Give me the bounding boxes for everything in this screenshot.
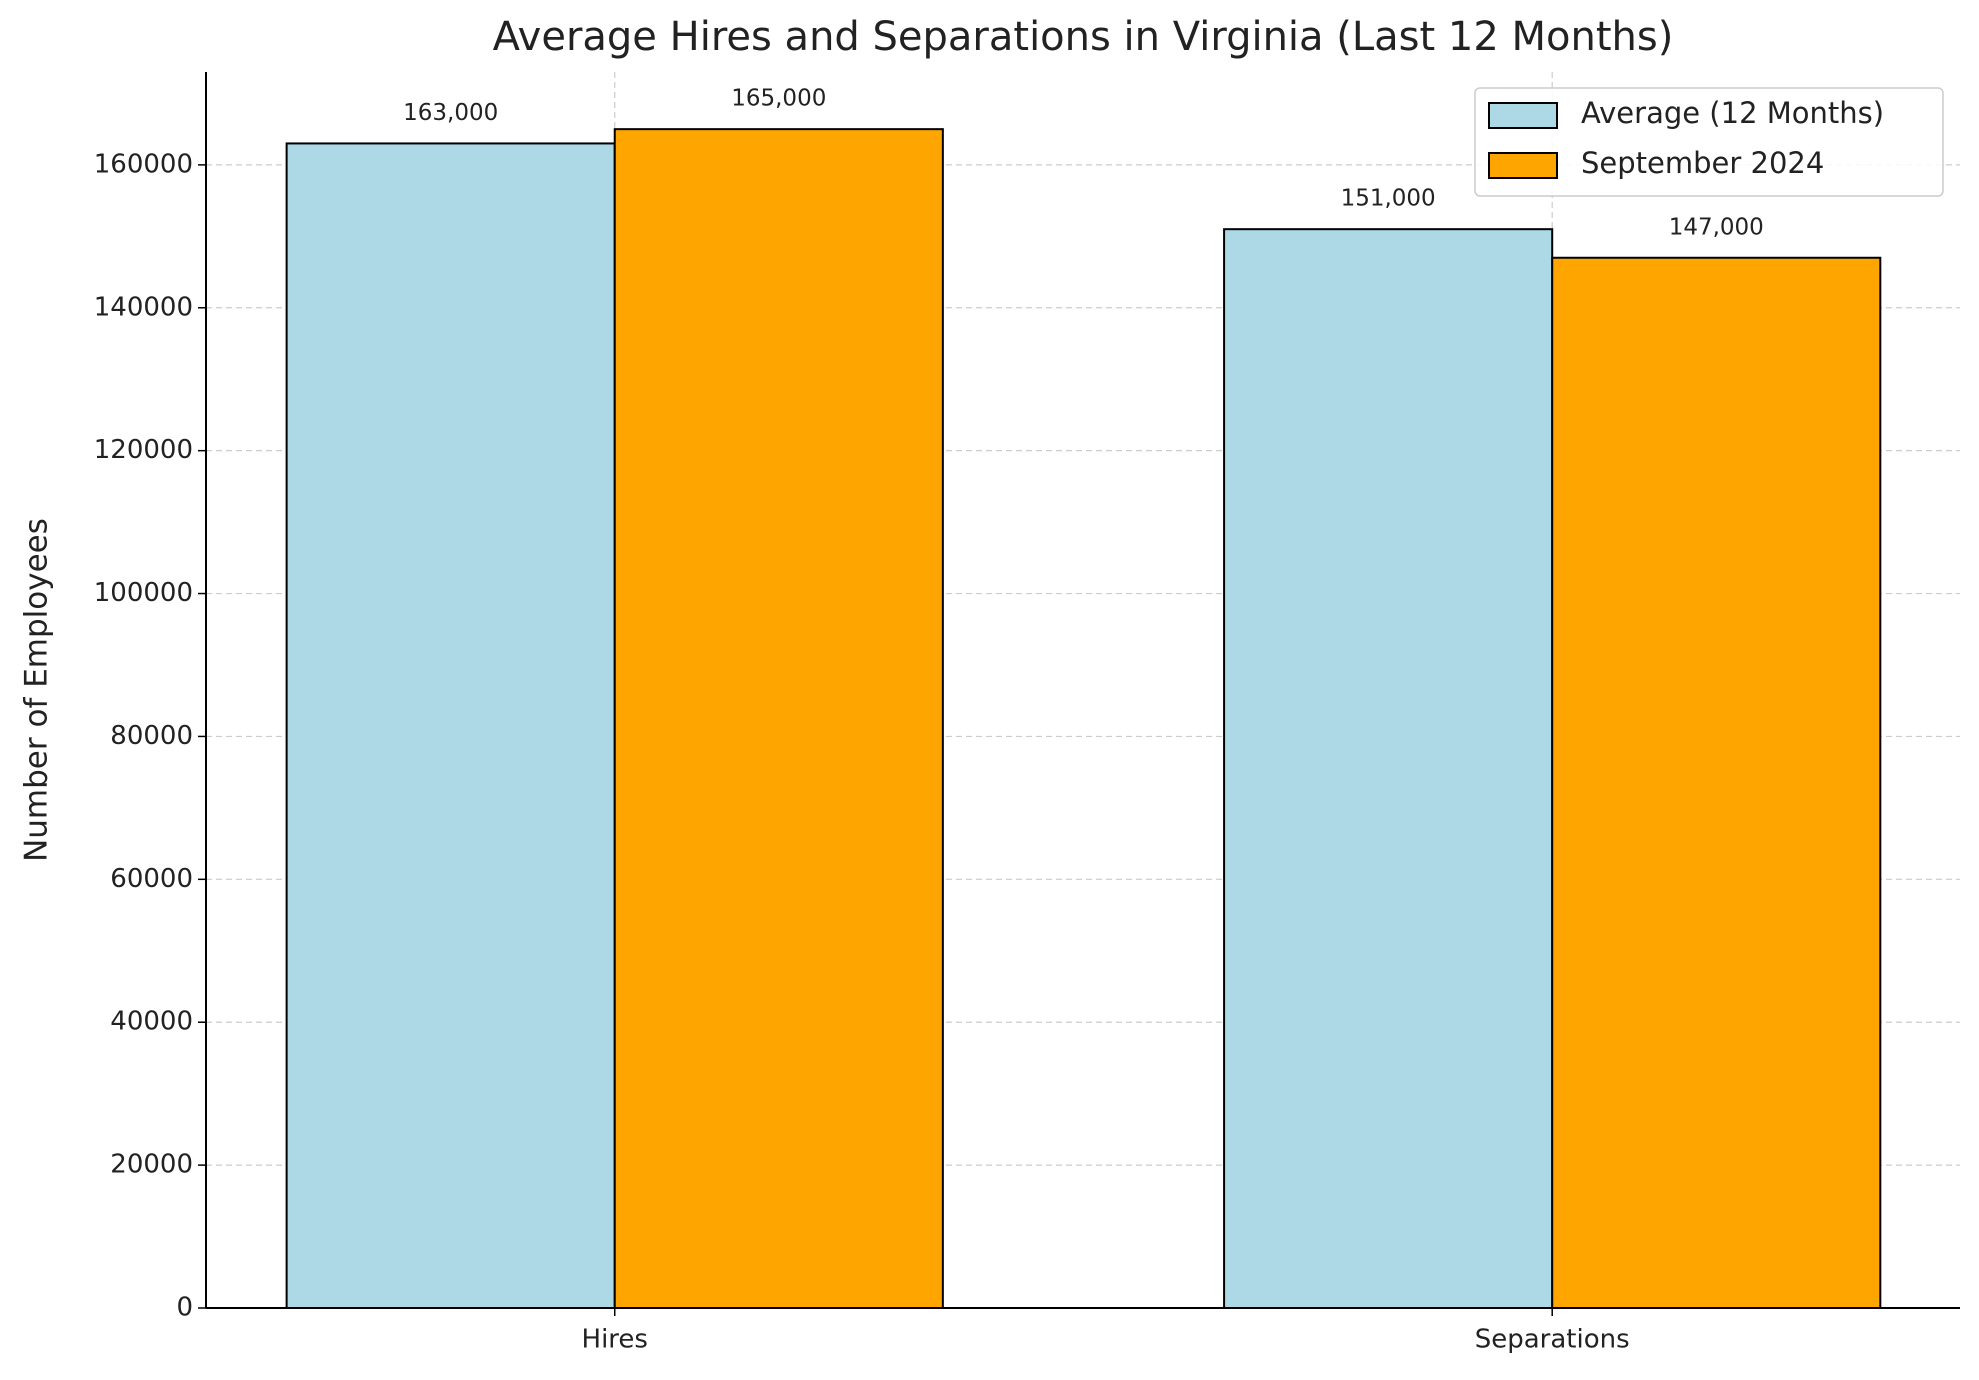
y-tick-label: 40000 [110, 1007, 193, 1037]
y-tick-label: 0 [176, 1293, 193, 1323]
y-tick-label: 140000 [94, 292, 193, 322]
legend-label: September 2024 [1581, 146, 1824, 180]
value-label: 163,000 [403, 100, 498, 126]
chart-title: Average Hires and Separations in Virgini… [493, 14, 1674, 60]
legend-swatch [1488, 152, 1558, 179]
value-label: 147,000 [1669, 214, 1764, 240]
y-tick-label: 20000 [110, 1150, 193, 1180]
y-tick-label: 80000 [110, 721, 193, 751]
bar [1551, 256, 1882, 1310]
bar [1223, 228, 1554, 1309]
bar [613, 128, 944, 1309]
y-tick-label: 160000 [94, 149, 193, 179]
legend-label: Average (12 Months) [1581, 96, 1884, 130]
value-label: 165,000 [731, 86, 826, 112]
x-tick-label: Separations [1475, 1325, 1630, 1355]
y-tick-label: 60000 [110, 864, 193, 894]
value-label: 151,000 [1341, 186, 1436, 212]
y-tick-label: 120000 [94, 435, 193, 465]
legend-box [1474, 87, 1944, 197]
y-tick-label: 100000 [94, 578, 193, 608]
y-axis-label: Number of Employees [19, 518, 55, 862]
bar [285, 142, 616, 1310]
legend-swatch [1488, 102, 1558, 129]
x-tick-label: Hires [582, 1325, 648, 1355]
